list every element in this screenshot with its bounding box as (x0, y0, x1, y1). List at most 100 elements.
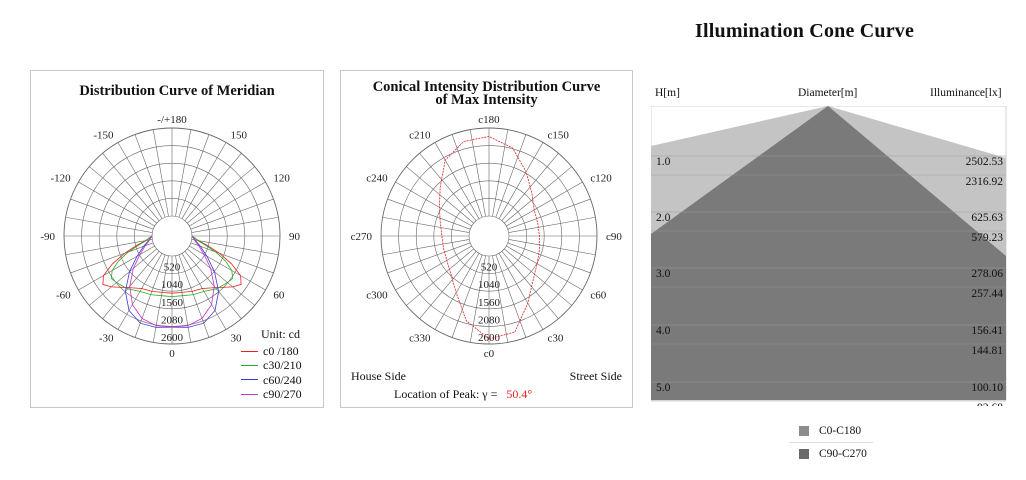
grid-spoke (501, 251, 559, 319)
series-line (102, 235, 242, 294)
meridian-legend: c0 /180 c30/210 c60/240 c90/270 (241, 344, 302, 401)
legend-item: C0-C180 (789, 420, 873, 442)
legend-item: C90-C270 (789, 443, 873, 465)
height-header: H[m] (655, 87, 680, 99)
height-label: 3.0 (656, 268, 671, 280)
legend-swatch (241, 393, 258, 395)
grid-spoke (492, 129, 509, 217)
series-line (438, 136, 540, 340)
grid-spoke (65, 216, 153, 233)
illuminance-c0-label: 156.41 (971, 325, 1003, 337)
illuminance-c90-label: 2316.92 (966, 176, 1004, 188)
legend-swatch (241, 364, 258, 366)
grid-spoke (181, 142, 227, 219)
illuminance-c0-label: 2502.53 (966, 156, 1004, 168)
grid-spoke (451, 134, 483, 218)
angle-label: -120 (51, 173, 72, 185)
grid-spoke (434, 253, 480, 330)
grid-spoke (65, 239, 153, 256)
grid-spoke (102, 251, 160, 319)
grid-spoke (89, 248, 157, 306)
grid-spoke (495, 134, 527, 218)
grid-spoke (506, 181, 583, 227)
grid-circle (468, 215, 510, 257)
radial-tick-label: 2600 (478, 332, 501, 344)
angle-label: 120 (273, 173, 290, 185)
illuminance-header: Illuminance[lx] (930, 87, 1002, 99)
illuminance-c0-label: 100.10 (971, 382, 1003, 394)
meridian-polar-chart: 520 1040 1560 2080 2600 -/+180 150 120 90 60 30 0 -3… (40, 114, 301, 360)
angle-label: c150 (548, 130, 570, 142)
legend-item: c30/210 (241, 358, 302, 372)
angle-label: c240 (366, 173, 388, 185)
illuminance-c0-label: 278.06 (971, 268, 1003, 280)
radial-tick-label: 1560 (478, 297, 501, 309)
grid-spoke (191, 216, 279, 233)
legend-label: c90/270 (263, 386, 302, 401)
grid-spoke (419, 153, 477, 221)
radial-tick-label: 2600 (161, 332, 184, 344)
illuminance-c90-label: 92.68 (977, 402, 1003, 406)
legend-item: c60/240 (241, 373, 302, 387)
cone-chart: 1.0 2502.53 2316.92 2.0 625.63 579.23 3.0 278.0… (651, 106, 1007, 406)
angle-label: c60 (590, 290, 606, 302)
height-label: 2.0 (656, 212, 671, 224)
conical-title: Conical Intensity Distribution Curve of … (341, 80, 632, 108)
grid-spoke (508, 239, 596, 256)
legend-swatch (241, 350, 258, 352)
grid-spoke (492, 255, 509, 343)
grid-spoke (70, 198, 154, 230)
radial-tick-label: 520 (481, 262, 498, 274)
page-title: Illumination Cone Curve (695, 20, 915, 42)
illuminance-c90-label: 257.44 (971, 288, 1003, 300)
grid-spoke (187, 166, 255, 224)
grid-spoke (469, 129, 486, 217)
angle-label: c180 (478, 114, 500, 126)
grid-spoke (190, 198, 274, 230)
grid-spoke (184, 153, 242, 221)
grid-circle (151, 215, 193, 257)
grid-spoke (78, 181, 155, 227)
legend-swatch (241, 379, 258, 381)
angle-label: -/+180 (157, 114, 187, 126)
radial-tick-label: 2080 (478, 314, 501, 326)
grid-spoke (504, 166, 572, 224)
grid-spoke (504, 248, 572, 306)
grid-spoke (191, 239, 279, 256)
angle-label: c270 (351, 231, 373, 243)
legend-label: c60/240 (263, 372, 302, 387)
illuminance-c0-label: 625.63 (971, 212, 1003, 224)
angle-label: -60 (56, 290, 71, 302)
grid-spoke (175, 129, 192, 217)
peak-value: 50.4° (506, 387, 533, 401)
grid-spoke (190, 242, 274, 274)
house-side-label: House Side (351, 369, 406, 383)
legend-label: C0-C180 (819, 425, 862, 437)
grid-spoke (501, 153, 559, 221)
legend-item: c90/270 (241, 387, 302, 401)
grid-spoke (382, 216, 470, 233)
meridian-title: Distribution Curve of Meridian (79, 83, 275, 99)
angle-label: -90 (40, 231, 55, 243)
height-label: 5.0 (656, 382, 671, 394)
legend-swatch (799, 449, 809, 459)
radial-tick-label: 520 (164, 262, 181, 274)
grid-spoke (507, 242, 591, 274)
diameter-header: Diameter[m] (798, 87, 858, 99)
grid-spoke (152, 255, 169, 343)
legend-swatch (799, 426, 809, 436)
radial-tick-label: 2080 (161, 314, 184, 326)
radial-tick-label: 1040 (161, 279, 184, 291)
cone-legend: C0-C180 C90-C270 (789, 420, 873, 465)
angle-label: c120 (590, 173, 612, 185)
grid-spoke (102, 153, 160, 221)
grid-spoke (78, 245, 155, 291)
grid-spoke (189, 181, 266, 227)
grid-spoke (498, 142, 544, 219)
peak-label: Location of Peak: γ = (394, 387, 498, 401)
angle-label: 90 (289, 231, 301, 243)
grid-spoke (419, 251, 477, 319)
illuminance-c90-label: 144.81 (971, 345, 1003, 357)
grid-spoke (387, 198, 471, 230)
grid-spoke (508, 216, 596, 233)
